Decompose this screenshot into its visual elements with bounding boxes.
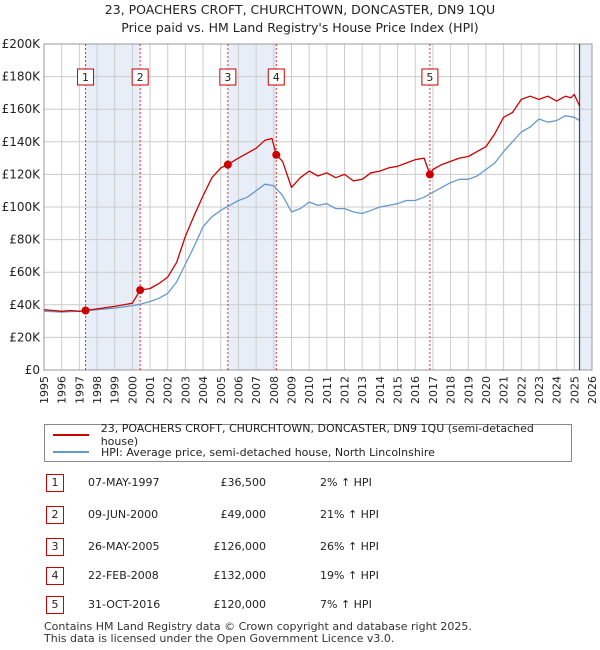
legend-label-property: 23, POACHERS CROFT, CHURCHTOWN, DONCASTE… — [100, 422, 534, 448]
plot-border — [43, 43, 593, 371]
x-tick-label: 1999 — [109, 376, 122, 404]
sale-hpi-diff: 26% ↑ HPI — [320, 540, 379, 553]
sale-date: 07-MAY-1997 — [88, 476, 160, 489]
legend: 23, POACHERS CROFT, CHURCHTOWN, DONCASTE… — [44, 422, 572, 462]
chart-subtitle: Price paid vs. HM Land Registry's House … — [121, 20, 479, 35]
x-tick-label: 1995 — [38, 376, 51, 404]
sale-marker-badge: 3 — [46, 538, 64, 556]
sale-marker-box — [219, 68, 237, 86]
x-tick-label: 2001 — [144, 376, 157, 404]
sale-marker-badge: 1 — [46, 474, 64, 492]
sale-marker-label: 4 — [273, 71, 280, 84]
x-tick-label: 2009 — [285, 376, 298, 404]
x-tick-label: 2021 — [498, 376, 511, 404]
sale-date: 31-OCT-2016 — [88, 598, 161, 611]
table-row: 4 22-FEB-2008 £132,000 19% ↑ HPI — [0, 567, 600, 587]
legend-swatch-property — [53, 434, 89, 436]
x-tick-label: 2000 — [126, 376, 139, 404]
footer-copyright: Contains HM Land Registry data © Crown c… — [44, 620, 472, 633]
x-tick-label: 2020 — [480, 376, 493, 404]
sale-marker-box — [77, 68, 95, 86]
table-row: 2 09-JUN-2000 £49,000 21% ↑ HPI — [0, 506, 600, 526]
x-tick-label: 2013 — [356, 376, 369, 404]
x-tick-label: 2018 — [445, 376, 458, 404]
sale-price: £132,000 — [213, 569, 267, 582]
y-tick-label: £160K — [2, 102, 42, 116]
y-tick-label: £140K — [2, 135, 42, 149]
sale-date: 26-MAY-2005 — [88, 540, 160, 553]
x-tick-label: 2023 — [533, 376, 546, 404]
x-tick-label: 2025 — [568, 376, 581, 404]
x-tick-label: 2019 — [462, 376, 475, 404]
sale-hpi-diff: 19% ↑ HPI — [320, 569, 379, 582]
sale-point — [136, 286, 145, 295]
sale-price: £126,000 — [213, 540, 267, 553]
y-tick-label: £0 — [25, 363, 40, 377]
x-tick-label: 2008 — [268, 376, 281, 404]
x-tick-label: 2006 — [232, 376, 245, 404]
x-tick-label: 1998 — [91, 376, 104, 404]
table-row: 5 31-OCT-2016 £120,000 7% ↑ HPI — [0, 596, 600, 616]
x-tick-label: 2026 — [586, 376, 599, 404]
sale-marker-box — [131, 68, 149, 86]
x-tick-label: 2010 — [303, 376, 316, 404]
x-tick-label: 2015 — [392, 376, 405, 404]
sale-price: £49,000 — [220, 508, 267, 521]
x-tick-label: 2014 — [374, 376, 387, 404]
y-tick-label: £120K — [2, 167, 42, 181]
price-chart: £0 £20K £40K £60K £80K £100K £120K £140K £160K £1… — [2, 37, 599, 404]
x-tick-label: 2002 — [162, 376, 175, 404]
sale-marker-badge: 5 — [46, 596, 64, 614]
sale-point — [425, 170, 434, 179]
y-tick-label: £20K — [9, 330, 41, 344]
hpi-series-line — [43, 115, 580, 313]
x-tick-label: 2022 — [515, 376, 528, 404]
sale-marker-label: 3 — [224, 71, 231, 84]
table-row: 3 26-MAY-2005 £126,000 26% ↑ HPI — [0, 538, 600, 558]
sale-hpi-diff: 2% ↑ HPI — [320, 476, 372, 489]
x-tick-label: 1996 — [56, 376, 69, 404]
sale-price: £36,500 — [220, 476, 267, 489]
footer-licence: This data is licensed under the Open Gov… — [44, 632, 395, 645]
y-tick-label: £60K — [9, 265, 41, 279]
sale-hpi-diff: 21% ↑ HPI — [320, 508, 379, 521]
sale-marker-box — [267, 68, 285, 86]
y-tick-label: £40K — [9, 298, 41, 312]
legend-item-property: 23, POACHERS CROFT, CHURCHTOWN, DONCASTE… — [53, 422, 571, 448]
x-tick-label: 2016 — [409, 376, 422, 404]
x-tick-label: 2024 — [551, 376, 564, 404]
sale-marker-badge: 4 — [46, 567, 64, 585]
sale-point — [272, 150, 281, 159]
sale-marker-label: 5 — [426, 71, 433, 84]
x-tick-label: 2005 — [215, 376, 228, 404]
legend-swatch-hpi — [53, 451, 89, 453]
x-tick-label: 1997 — [73, 376, 86, 404]
sale-marker-badge: 2 — [46, 506, 64, 524]
property-series-line — [43, 93, 581, 312]
y-tick-label: £80K — [9, 233, 41, 247]
y-tick-label: £180K — [2, 70, 42, 84]
sale-point — [223, 160, 232, 169]
sale-date: 22-FEB-2008 — [88, 569, 159, 582]
sale-point — [81, 306, 90, 315]
x-tick-label: 2011 — [321, 376, 334, 404]
sale-date: 09-JUN-2000 — [88, 508, 159, 521]
x-tick-label: 2012 — [339, 376, 352, 404]
sale-price: £120,000 — [213, 598, 267, 611]
x-tick-label: 2004 — [197, 376, 210, 404]
legend-item-hpi: HPI: Average price, semi-detached house,… — [53, 444, 435, 460]
sale-marker-label: 2 — [137, 71, 144, 84]
table-row: 1 07-MAY-1997 £36,500 2% ↑ HPI — [0, 474, 600, 494]
legend-label-hpi: HPI: Average price, semi-detached house,… — [101, 445, 435, 459]
sale-marker-label: 1 — [82, 71, 89, 84]
x-tick-label: 2003 — [179, 376, 192, 404]
x-tick-label: 2017 — [427, 376, 440, 404]
sale-hpi-diff: 7% ↑ HPI — [320, 598, 372, 611]
sale-marker-box — [421, 68, 439, 86]
x-tick-label: 2007 — [250, 376, 263, 404]
chart-title: 23, POACHERS CROFT, CHURCHTOWN, DONCASTE… — [104, 2, 496, 17]
y-tick-label: £100K — [2, 200, 42, 214]
y-tick-label: £200K — [2, 37, 42, 51]
